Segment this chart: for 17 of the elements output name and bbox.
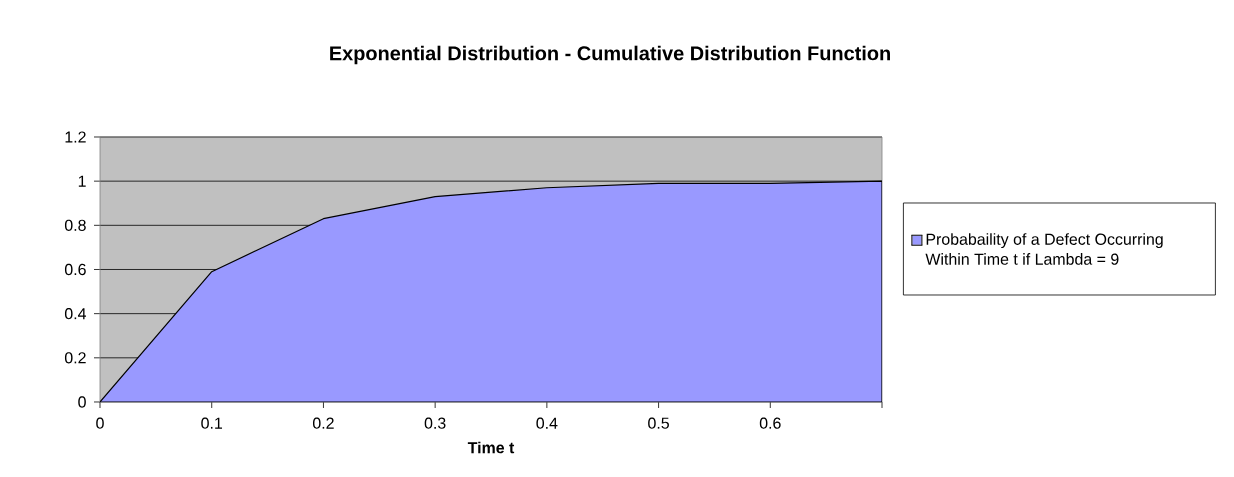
x-tick-label: 0.4 xyxy=(536,417,558,429)
legend-label: Probabaility of a Defect Occurring Within Time t if Lambda = 9 xyxy=(925,233,1163,265)
y-tick-label: 0 xyxy=(78,396,86,408)
x-tick-label: 0.2 xyxy=(312,417,334,429)
x-tick-label: 0.5 xyxy=(648,417,669,429)
y-tick-label: 0.4 xyxy=(64,308,87,320)
x-tick-label: 0.3 xyxy=(424,417,446,429)
y-tick-label: 1.2 xyxy=(65,131,86,143)
y-tick-label: 0.6 xyxy=(64,263,86,276)
y-tick-label: 0.2 xyxy=(64,352,86,364)
x-tick-label: 0.6 xyxy=(759,417,781,429)
x-tick-label: 0.1 xyxy=(201,417,223,429)
y-tick-label: 0.8 xyxy=(64,219,86,231)
y-tick-label: 1 xyxy=(78,175,86,187)
x-axis-title: Time t xyxy=(467,441,515,454)
x-tick-label: 0 xyxy=(96,417,104,429)
chart-title: Exponential Distribution - Cumulative Distribution Function xyxy=(330,45,890,65)
